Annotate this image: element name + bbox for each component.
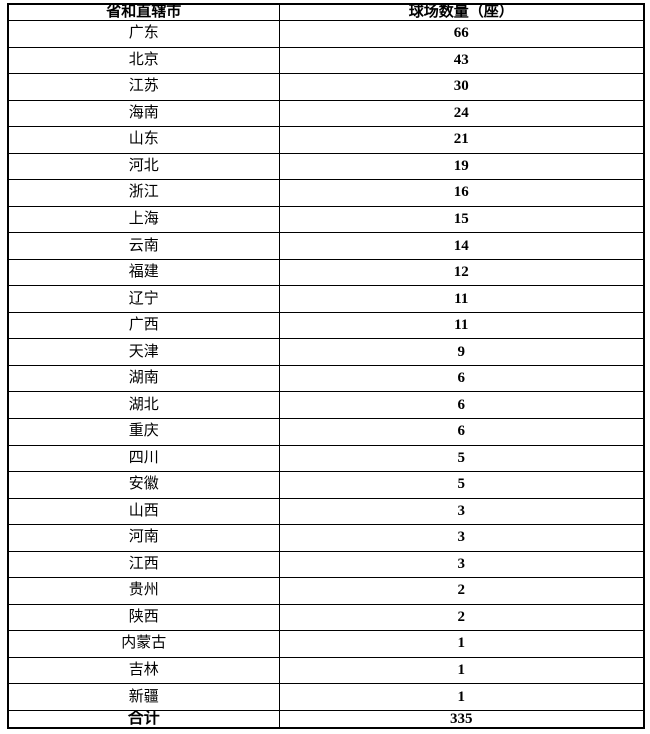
table-row: 吉林 1 xyxy=(7,656,645,685)
province-cell: 上海 xyxy=(7,205,280,234)
province-cell: 海南 xyxy=(7,99,280,128)
table-row: 广西 11 xyxy=(7,311,645,340)
province-cell: 北京 xyxy=(7,46,280,75)
count-cell: 5 xyxy=(278,471,645,499)
total-label: 合计 xyxy=(7,710,280,729)
province-cell: 云南 xyxy=(7,232,280,260)
table-body: 广东 66 北京 43 江苏 30 海南 24 山东 21 河北 19 浙江 16 上海 15 云南 14 福建 12… xyxy=(7,20,645,711)
table-row: 江西 3 xyxy=(7,550,645,579)
province-cell: 湖南 xyxy=(7,364,280,393)
province-cell: 浙江 xyxy=(7,179,280,207)
province-cell: 重庆 xyxy=(7,417,280,446)
table-row: 浙江 16 xyxy=(7,179,645,207)
count-cell: 21 xyxy=(278,126,645,154)
table-row: 广东 66 xyxy=(7,20,645,48)
province-cell: 山东 xyxy=(7,126,280,154)
province-cell: 山西 xyxy=(7,497,280,526)
count-cell: 1 xyxy=(278,683,645,711)
table-row: 安徽 5 xyxy=(7,471,645,499)
count-cell: 6 xyxy=(278,417,645,446)
province-cell: 陕西 xyxy=(7,603,280,632)
count-cell: 14 xyxy=(278,232,645,260)
province-cell: 吉林 xyxy=(7,656,280,685)
table-row: 上海 15 xyxy=(7,205,645,234)
header-row: 省和直辖市 球场数量（座） xyxy=(7,3,645,21)
province-cell: 内蒙古 xyxy=(7,630,280,658)
table-row: 贵州 2 xyxy=(7,577,645,605)
count-cell: 6 xyxy=(278,391,645,419)
column-header-count: 球场数量（座） xyxy=(278,3,645,21)
province-cell: 江西 xyxy=(7,550,280,579)
count-cell: 3 xyxy=(278,497,645,526)
count-cell: 5 xyxy=(278,444,645,473)
table-row: 江苏 30 xyxy=(7,73,645,101)
table-row: 湖北 6 xyxy=(7,391,645,419)
count-cell: 66 xyxy=(278,20,645,48)
count-cell: 6 xyxy=(278,364,645,393)
count-cell: 16 xyxy=(278,179,645,207)
table-row: 四川 5 xyxy=(7,444,645,473)
table-row: 山东 21 xyxy=(7,126,645,154)
province-cell: 天津 xyxy=(7,338,280,366)
table-row: 天津 9 xyxy=(7,338,645,366)
count-cell: 43 xyxy=(278,46,645,75)
province-cell: 广东 xyxy=(7,20,280,48)
count-cell: 12 xyxy=(278,258,645,287)
count-cell: 11 xyxy=(278,285,645,313)
province-cell: 湖北 xyxy=(7,391,280,419)
total-value: 335 xyxy=(278,710,645,729)
province-cell: 福建 xyxy=(7,258,280,287)
table-row: 内蒙古 1 xyxy=(7,630,645,658)
province-cell: 四川 xyxy=(7,444,280,473)
table-row: 河南 3 xyxy=(7,524,645,552)
province-cell: 新疆 xyxy=(7,683,280,711)
count-cell: 1 xyxy=(278,656,645,685)
count-cell: 3 xyxy=(278,550,645,579)
table-row: 云南 14 xyxy=(7,232,645,260)
table-row: 陕西 2 xyxy=(7,603,645,632)
count-cell: 24 xyxy=(278,99,645,128)
count-cell: 1 xyxy=(278,630,645,658)
table-row: 北京 43 xyxy=(7,46,645,75)
count-cell: 15 xyxy=(278,205,645,234)
table-row: 海南 24 xyxy=(7,99,645,128)
total-row: 合计 335 xyxy=(7,710,645,729)
table-row: 山西 3 xyxy=(7,497,645,526)
count-cell: 11 xyxy=(278,311,645,340)
count-cell: 19 xyxy=(278,152,645,181)
count-cell: 2 xyxy=(278,603,645,632)
province-cell: 贵州 xyxy=(7,577,280,605)
province-cell: 安徽 xyxy=(7,471,280,499)
province-cell: 河北 xyxy=(7,152,280,181)
golf-course-count-table: 省和直辖市 球场数量（座） 广东 66 北京 43 江苏 30 海南 24 山东 21 河北 19 浙江… xyxy=(7,3,645,729)
province-cell: 辽宁 xyxy=(7,285,280,313)
province-cell: 江苏 xyxy=(7,73,280,101)
table-row: 湖南 6 xyxy=(7,364,645,393)
table-row: 新疆 1 xyxy=(7,683,645,711)
province-cell: 广西 xyxy=(7,311,280,340)
count-cell: 30 xyxy=(278,73,645,101)
province-cell: 河南 xyxy=(7,524,280,552)
table-row: 辽宁 11 xyxy=(7,285,645,313)
table-row: 重庆 6 xyxy=(7,417,645,446)
table-row: 河北 19 xyxy=(7,152,645,181)
table-row: 福建 12 xyxy=(7,258,645,287)
column-header-province: 省和直辖市 xyxy=(7,3,280,21)
count-cell: 3 xyxy=(278,524,645,552)
count-cell: 9 xyxy=(278,338,645,366)
count-cell: 2 xyxy=(278,577,645,605)
